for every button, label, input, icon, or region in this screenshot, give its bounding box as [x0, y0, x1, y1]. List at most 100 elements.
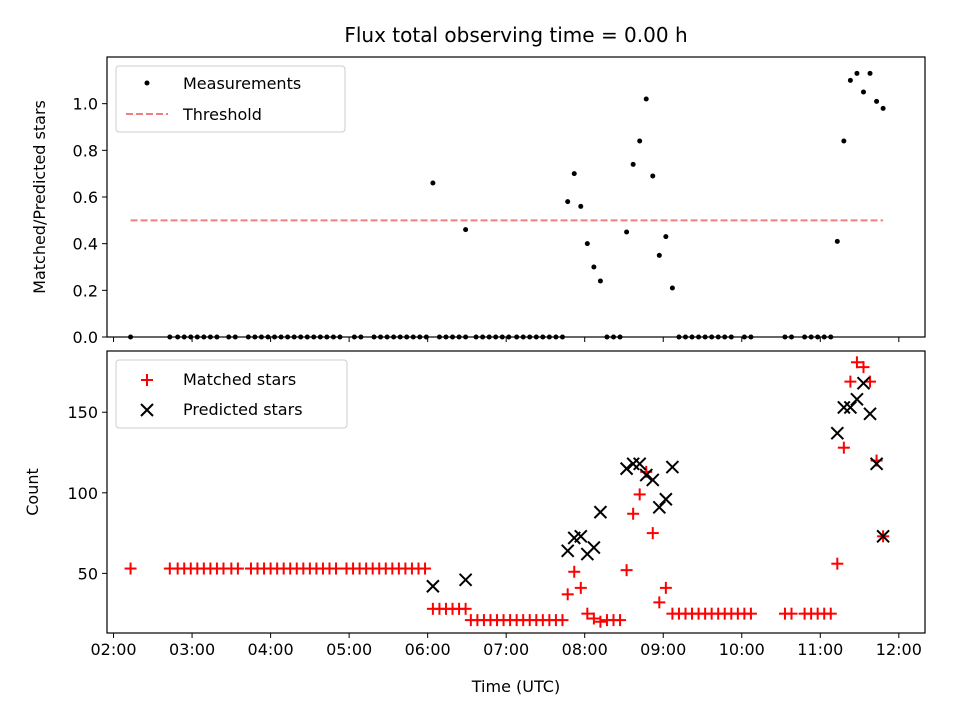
measurement-point	[643, 96, 649, 102]
measurement-point	[874, 98, 880, 104]
x-tick-label: 03:00	[169, 640, 215, 659]
x-tick-label: 08:00	[562, 640, 608, 659]
legend-measurements-marker	[144, 80, 150, 86]
bottom-y-tick-label: 50	[78, 564, 98, 583]
measurement-point	[669, 285, 675, 291]
predicted-star-marker	[458, 573, 473, 587]
predicted-star-marker	[856, 376, 871, 390]
matched-star-marker	[459, 602, 472, 615]
measurement-point	[867, 70, 873, 76]
predicted-star-marker	[639, 468, 653, 482]
bottom-panel: 02:00 03:00 04:00 05:00 06:00 07:00 08:00 09:00…	[23, 350, 926, 696]
x-tick-label: 06:00	[405, 640, 451, 659]
measurement-point	[624, 229, 630, 235]
predicted-star-marker	[626, 457, 640, 471]
matched-star-marker	[574, 581, 587, 594]
x-tick-label: 02:00	[90, 640, 136, 659]
top-y-tick-label: 1.0	[73, 95, 98, 114]
legend-matched-label: Matched stars	[183, 370, 296, 389]
bottom-y-axis-label: Count	[23, 468, 42, 516]
matched-star-marker	[659, 581, 672, 594]
predicted-star-marker	[850, 392, 864, 407]
matched-star-marker	[568, 565, 581, 578]
measurement-point	[637, 138, 643, 144]
measurement-point	[860, 89, 866, 95]
x-tick-label: 05:00	[326, 640, 372, 659]
x-tick-label: 09:00	[640, 640, 686, 659]
top-legend: Measurements Threshold	[115, 65, 346, 133]
legend-measurements-label: Measurements	[183, 74, 301, 93]
bottom-legend: Matched stars Predicted stars	[115, 359, 348, 429]
matched-star-marker	[419, 562, 432, 575]
legend-threshold-label: Threshold	[182, 105, 262, 124]
predicted-star-marker	[830, 426, 845, 440]
predicted-star-marker	[665, 460, 680, 474]
bottom-legend-box	[115, 359, 348, 429]
legend-matched-marker	[141, 374, 153, 386]
top-y-tick-label: 0.0	[73, 328, 98, 347]
x-tick-label: 10:00	[719, 640, 765, 659]
matched-star-marker	[785, 607, 798, 620]
matched-star-marker	[594, 615, 607, 628]
matched-star-marker	[857, 361, 870, 374]
matched-star-marker	[646, 527, 659, 540]
predicted-star-marker	[632, 457, 647, 471]
top-y-tick-label: 0.2	[73, 281, 98, 300]
matched-star-marker	[653, 596, 666, 609]
legend-predicted-label: Predicted stars	[183, 400, 303, 419]
matched-star-marker	[837, 441, 850, 454]
measurement-point	[597, 278, 603, 284]
x-axis-label: Time (UTC)	[471, 677, 560, 696]
predicted-star-marker	[574, 529, 588, 544]
matched-star-marker	[844, 375, 857, 388]
measurement-point	[834, 238, 840, 244]
predicted-star-marker	[876, 529, 890, 544]
chart-title: Flux total observing time = 0.00 h	[344, 23, 687, 47]
matched-star-marker	[850, 356, 863, 369]
predicted-star-marker	[869, 457, 884, 471]
measurement-point	[591, 264, 597, 270]
top-y-tick-label: 0.8	[73, 141, 98, 160]
predicted-star-marker	[593, 505, 608, 519]
matched-star-marker	[824, 607, 837, 620]
matched-star-marker	[744, 607, 757, 620]
top-legend-box	[115, 65, 346, 133]
predicted-star-marker	[837, 400, 851, 415]
measurement-point	[880, 105, 886, 111]
measurement-point	[650, 173, 656, 179]
predicted-star-marker	[646, 473, 660, 487]
matched-star-marker	[627, 507, 640, 520]
x-tick-label: 07:00	[483, 640, 529, 659]
bottom-y-tick-label: 100	[67, 484, 98, 503]
measurement-point	[578, 203, 584, 209]
bottom-y-tick-label: 150	[67, 403, 98, 422]
matched-star-marker	[587, 612, 600, 625]
x-tick-label: 04:00	[248, 640, 294, 659]
matched-star-marker	[561, 588, 574, 601]
top-y-axis-label: Matched/Predicted stars	[30, 100, 49, 294]
top-y-tick-label: 0.4	[73, 235, 98, 254]
predicted-star-marker	[426, 579, 440, 593]
matched-star-marker	[581, 607, 594, 620]
matched-star-marker	[633, 488, 646, 501]
measurement-point	[463, 227, 469, 233]
bottom-plot-frame	[106, 350, 926, 634]
legend-predicted-marker	[140, 403, 154, 417]
measurement-point	[565, 199, 571, 205]
predicted-star-marker	[587, 540, 601, 555]
measurement-point	[430, 180, 436, 186]
measurement-point	[656, 252, 662, 258]
matched-star-marker	[614, 614, 627, 627]
x-tick-label: 11:00	[797, 640, 843, 659]
measurement-point	[571, 171, 577, 177]
measurement-point	[847, 77, 853, 83]
top-y-tick-label: 0.6	[73, 188, 98, 207]
top-panel: 0.0 0.2 0.4 0.6 0.8 1.0 Matched/Predicted sta…	[30, 56, 926, 347]
matched-star-marker	[556, 614, 569, 627]
matched-star-marker	[330, 562, 343, 575]
predicted-star-marker	[619, 461, 634, 476]
measurement-point	[584, 241, 590, 247]
measurement-point	[841, 138, 847, 144]
matched-star-marker	[620, 564, 633, 577]
